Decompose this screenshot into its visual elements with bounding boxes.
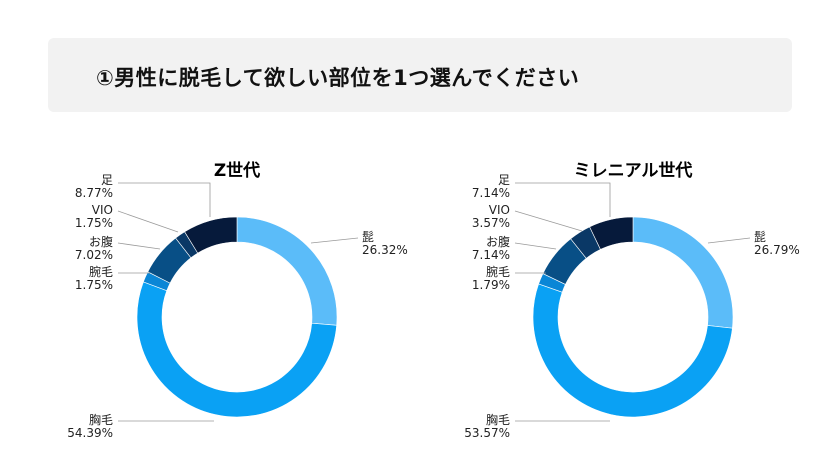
slice-value-vio: 3.57% [472,216,510,230]
slice-label-arm: 腕毛 [89,264,113,279]
slice-label-beard: 髭 [754,230,766,244]
slice-label-belly: お腹 [486,235,510,249]
slice-label-vio: VIO [489,203,510,217]
chart-title: Z世代 [214,160,260,181]
chart-title: ミレニアル世代 [574,160,693,181]
slice-beard [236,216,338,326]
slice-leg [589,216,634,250]
leader-line-vio [514,210,583,232]
slice-value-chest: 53.57% [464,426,510,440]
slice-value-chest: 54.39% [67,426,113,440]
slice-label-vio: VIO [92,203,113,217]
slice-label-arm: 腕毛 [486,264,510,279]
slice-label-leg: 足 [101,173,113,187]
leader-line-leg [118,182,211,217]
slice-leg [184,216,238,254]
slice-label-beard: 髭 [362,230,374,244]
question-title: ①男性に脱毛して欲しい部位を1つ選んでください [96,66,580,90]
slice-label-chest: 胸毛 [89,412,113,427]
slice-value-leg: 8.77% [75,186,113,200]
leader-line-vio [117,210,179,233]
question-panel: ①男性に脱毛して欲しい部位を1つ選んでください [48,38,792,112]
slice-label-chest: 胸毛 [486,412,510,427]
slice-value-belly: 7.02% [75,248,113,262]
donut-chart-1: Z世代髭26.32%胸毛54.39%腕毛1.75%お腹7.02%VIO1.75%… [67,160,408,440]
leader-line-beard [310,237,359,244]
leader-line-belly [514,242,557,250]
leader-line-leg [515,182,611,217]
slice-value-vio: 1.75% [75,216,113,230]
slice-value-leg: 7.14% [472,186,510,200]
slice-value-arm: 1.75% [75,278,113,292]
slice-value-beard: 26.32% [362,243,408,257]
slice-chest [532,283,733,418]
slice-label-leg: 足 [498,173,510,187]
leader-line-belly [117,242,161,250]
leader-line-beard [707,237,751,244]
donut-chart-2: ミレニアル世代髭26.79%胸毛53.57%腕毛1.79%お腹7.14%VIO3… [464,160,800,440]
slice-label-belly: お腹 [89,235,113,249]
slice-beard [632,216,734,329]
slice-chest [136,281,337,418]
slice-value-belly: 7.14% [472,248,510,262]
slice-value-beard: 26.79% [754,243,800,257]
slice-value-arm: 1.79% [472,278,510,292]
